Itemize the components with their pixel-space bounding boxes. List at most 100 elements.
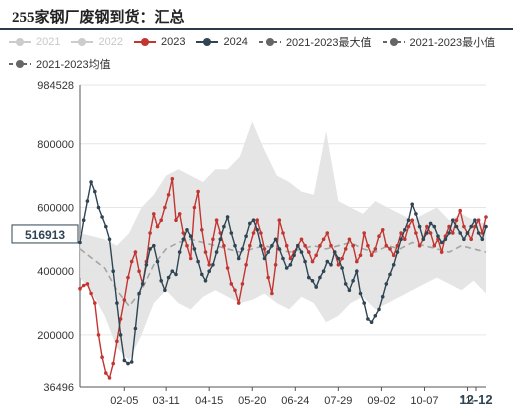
data-point-2024[interactable] [451, 218, 455, 222]
data-point-2024[interactable] [218, 237, 223, 242]
data-point-2023[interactable] [152, 212, 156, 216]
data-point-2024[interactable] [336, 256, 341, 261]
data-point-2023[interactable] [454, 218, 459, 222]
data-point-2024[interactable] [318, 275, 322, 280]
data-point-2024[interactable] [181, 237, 186, 242]
data-point-2024[interactable] [196, 259, 200, 264]
data-point-2023[interactable] [203, 250, 208, 254]
data-point-2024[interactable] [211, 263, 215, 267]
data-point-2024[interactable] [347, 288, 352, 293]
data-point-2023[interactable] [181, 231, 186, 235]
data-point-2024[interactable] [303, 259, 307, 264]
data-point-2024[interactable] [259, 243, 263, 248]
data-point-2023[interactable] [104, 371, 108, 375]
data-point-2024[interactable] [104, 224, 108, 229]
data-point-2024[interactable] [310, 279, 315, 283]
data-point-2024[interactable] [465, 231, 470, 235]
data-point-2024[interactable] [281, 256, 285, 261]
data-point-2024[interactable] [166, 275, 171, 280]
data-point-2024[interactable] [358, 291, 363, 296]
data-point-2024[interactable] [473, 218, 477, 222]
data-point-2023[interactable] [369, 253, 374, 258]
data-point-2023[interactable] [78, 286, 82, 291]
data-point-2023[interactable] [85, 282, 90, 286]
data-point-2024[interactable] [233, 243, 237, 248]
data-point-2024[interactable] [484, 224, 488, 229]
data-point-2024[interactable] [476, 231, 481, 235]
data-point-2024[interactable] [351, 279, 355, 283]
data-point-2024[interactable] [307, 275, 311, 280]
data-point-2023[interactable] [439, 250, 444, 254]
data-point-2023[interactable] [288, 256, 293, 261]
data-point-2023[interactable] [343, 247, 348, 251]
data-point-2024[interactable] [314, 285, 319, 289]
data-point-2023[interactable] [377, 234, 381, 238]
data-point-2024[interactable] [255, 228, 259, 232]
data-point-2023[interactable] [406, 224, 411, 229]
data-point-2024[interactable] [159, 279, 163, 283]
data-point-2023[interactable] [185, 243, 189, 248]
data-point-2024[interactable] [321, 269, 326, 274]
data-point-2023[interactable] [325, 231, 330, 235]
data-point-2024[interactable] [163, 288, 167, 293]
data-point-2024[interactable] [443, 237, 448, 242]
data-point-2023[interactable] [236, 301, 241, 305]
data-point-2024[interactable] [296, 243, 300, 248]
data-point-2024[interactable] [406, 218, 411, 222]
data-point-2023[interactable] [347, 237, 352, 242]
legend-item-4[interactable]: 2021-2023最大值 [258, 34, 372, 50]
data-point-2024[interactable] [292, 253, 296, 258]
data-point-2023[interactable] [96, 333, 101, 337]
data-point-2023[interactable] [270, 291, 274, 296]
data-point-2023[interactable] [318, 243, 322, 248]
data-point-2023[interactable] [476, 218, 481, 222]
data-point-2023[interactable] [133, 250, 138, 254]
data-point-2024[interactable] [388, 272, 392, 277]
data-point-2023[interactable] [207, 263, 211, 267]
data-point-2023[interactable] [255, 218, 259, 222]
legend-item-1[interactable]: 2022 [70, 34, 123, 50]
data-point-2024[interactable] [107, 237, 112, 242]
data-point-2024[interactable] [288, 263, 293, 267]
data-point-2024[interactable] [170, 269, 175, 274]
data-point-2023[interactable] [222, 243, 226, 248]
data-point-2023[interactable] [81, 283, 86, 288]
data-point-2024[interactable] [399, 237, 403, 242]
data-point-2023[interactable] [373, 247, 378, 251]
data-point-2023[interactable] [469, 237, 474, 242]
data-point-2023[interactable] [229, 282, 234, 286]
data-point-2023[interactable] [115, 339, 119, 344]
data-point-2023[interactable] [89, 291, 93, 296]
data-point-2024[interactable] [188, 234, 193, 238]
legend-item-2[interactable]: 2023 [133, 34, 185, 50]
data-point-2023[interactable] [129, 259, 134, 264]
data-point-2023[interactable] [122, 298, 127, 302]
data-point-2024[interactable] [192, 247, 197, 251]
data-point-2024[interactable] [414, 212, 418, 216]
data-point-2023[interactable] [410, 218, 415, 222]
data-point-2023[interactable] [384, 243, 389, 248]
data-point-2024[interactable] [236, 256, 241, 261]
data-point-2023[interactable] [358, 253, 363, 258]
data-point-2024[interactable] [203, 279, 208, 283]
data-point-2023[interactable] [399, 231, 403, 235]
data-point-2024[interactable] [439, 240, 444, 245]
data-point-2023[interactable] [303, 243, 307, 248]
data-point-2023[interactable] [310, 259, 315, 264]
data-point-2024[interactable] [115, 301, 119, 305]
data-point-2024[interactable] [118, 333, 123, 337]
data-point-2023[interactable] [380, 228, 385, 232]
data-point-2024[interactable] [225, 215, 230, 219]
data-point-2023[interactable] [417, 243, 422, 248]
data-point-2024[interactable] [270, 243, 274, 248]
data-point-2023[interactable] [314, 253, 319, 258]
data-point-2023[interactable] [251, 231, 256, 235]
data-point-2023[interactable] [321, 237, 326, 242]
data-point-2024[interactable] [273, 237, 278, 242]
data-point-2024[interactable] [126, 361, 130, 366]
data-point-2023[interactable] [196, 189, 200, 194]
data-point-2024[interactable] [332, 250, 337, 254]
data-point-2024[interactable] [200, 272, 204, 277]
data-point-2023[interactable] [100, 355, 104, 360]
data-point-2023[interactable] [225, 266, 230, 270]
